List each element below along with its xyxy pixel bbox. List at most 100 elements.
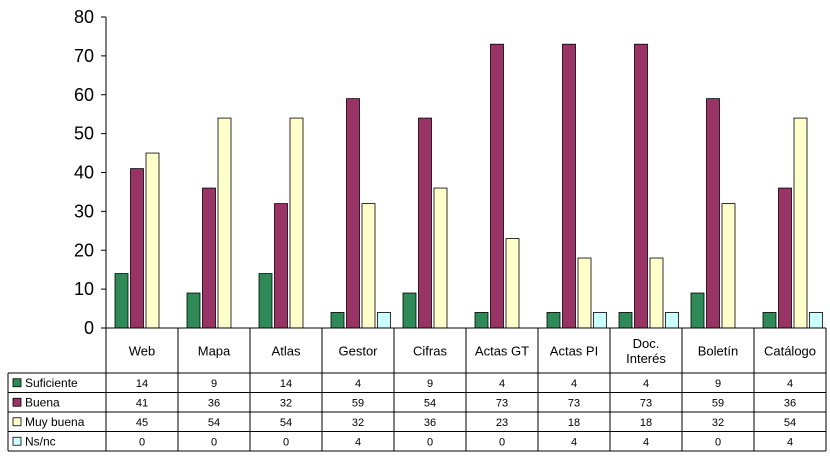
data-label: 36 xyxy=(208,397,220,409)
data-label: 36 xyxy=(424,417,436,429)
bar-muy-buena xyxy=(721,203,736,329)
bar-suficiente xyxy=(330,312,345,329)
data-label: 9 xyxy=(211,378,217,390)
data-label: 9 xyxy=(715,378,721,390)
data-label: 41 xyxy=(136,397,148,409)
data-label: 0 xyxy=(715,436,721,448)
bar-suficiente xyxy=(474,312,489,329)
bar-suficiente xyxy=(546,312,561,329)
category-label: Atlas xyxy=(272,344,301,359)
category-label: Boletín xyxy=(698,344,738,359)
data-label: 4 xyxy=(355,436,361,448)
bar-buena xyxy=(706,98,720,329)
bar-ns-nc xyxy=(377,312,391,329)
data-label: 54 xyxy=(280,417,292,429)
bar-buena xyxy=(634,43,648,329)
data-label: 18 xyxy=(640,417,652,429)
data-label: 14 xyxy=(280,378,292,390)
data-label: 45 xyxy=(136,417,148,429)
data-label: 4 xyxy=(643,378,649,390)
bar-suficiente xyxy=(114,273,129,329)
category-label: Catálogo xyxy=(764,344,816,359)
bar-muy-buena xyxy=(145,152,160,329)
data-label: 32 xyxy=(280,397,292,409)
series-label: Ns/nc xyxy=(25,434,56,448)
bar-muy-buena xyxy=(577,257,592,329)
y-tick-label: 30 xyxy=(74,201,94,221)
series-label: Muy buena xyxy=(25,415,85,429)
data-label: 73 xyxy=(640,397,652,409)
bar-buena xyxy=(274,203,288,329)
bar-buena xyxy=(562,43,576,329)
bar-buena xyxy=(130,168,144,329)
data-label: 4 xyxy=(355,378,361,390)
bar-buena xyxy=(346,98,360,329)
data-label: 0 xyxy=(139,436,145,448)
y-tick-label: 50 xyxy=(74,124,94,144)
data-label: 23 xyxy=(496,417,508,429)
category-label: Interés xyxy=(626,351,666,366)
series-label: Suficiente xyxy=(25,376,78,390)
bar-muy-buena xyxy=(289,117,304,329)
y-tick-label: 60 xyxy=(74,85,94,105)
bar-muy-buena xyxy=(649,257,664,329)
data-label: 0 xyxy=(211,436,217,448)
category-label: Mapa xyxy=(198,344,231,359)
bar-suficiente xyxy=(690,292,705,329)
legend-key xyxy=(12,417,22,427)
category-label: Web xyxy=(129,344,156,359)
bar-muy-buena xyxy=(361,203,376,329)
data-label: 54 xyxy=(424,397,436,409)
data-label: 32 xyxy=(352,417,364,429)
bar-muy-buena xyxy=(217,117,232,329)
data-label: 4 xyxy=(787,436,793,448)
data-label: 4 xyxy=(571,436,577,448)
bar-ns-nc xyxy=(809,312,823,329)
bar-muy-buena xyxy=(505,238,520,329)
data-label: 0 xyxy=(427,436,433,448)
bar-suficiente xyxy=(762,312,777,329)
series-label: Buena xyxy=(25,395,60,409)
data-label: 0 xyxy=(499,436,505,448)
y-tick-label: 40 xyxy=(74,163,94,183)
y-tick-label: 70 xyxy=(74,46,94,66)
category-label: Cifras xyxy=(413,344,447,359)
data-label: 73 xyxy=(568,397,580,409)
bar-ns-nc xyxy=(665,312,679,329)
data-label: 73 xyxy=(496,397,508,409)
data-label: 54 xyxy=(784,417,796,429)
data-label: 4 xyxy=(787,378,793,390)
data-label: 0 xyxy=(283,436,289,448)
data-label: 14 xyxy=(136,378,148,390)
category-label: Actas PI xyxy=(550,344,598,359)
data-label: 59 xyxy=(712,397,724,409)
y-tick-label: 80 xyxy=(74,7,94,27)
legend-key xyxy=(12,378,22,388)
category-label: Gestor xyxy=(338,344,378,359)
bar-buena xyxy=(202,187,216,329)
bar-buena xyxy=(490,43,504,329)
data-label: 59 xyxy=(352,397,364,409)
bar-suficiente xyxy=(402,292,417,329)
bar-suficiente xyxy=(618,312,633,329)
bar-buena xyxy=(418,117,432,329)
bar-suficiente xyxy=(186,292,201,329)
y-tick-label: 10 xyxy=(74,279,94,299)
data-label: 4 xyxy=(643,436,649,448)
data-label: 4 xyxy=(571,378,577,390)
category-label: Doc. xyxy=(633,336,660,351)
data-label: 54 xyxy=(208,417,220,429)
bar-muy-buena xyxy=(433,187,448,329)
data-label: 18 xyxy=(568,417,580,429)
bar-suficiente xyxy=(258,273,273,329)
data-label: 9 xyxy=(427,378,433,390)
data-label: 4 xyxy=(499,378,505,390)
data-label: 36 xyxy=(784,397,796,409)
y-tick-label: 0 xyxy=(84,318,94,338)
bar-muy-buena xyxy=(793,117,808,329)
category-label: Actas GT xyxy=(475,344,529,359)
legend-key xyxy=(12,436,22,446)
legend-key xyxy=(12,397,22,407)
